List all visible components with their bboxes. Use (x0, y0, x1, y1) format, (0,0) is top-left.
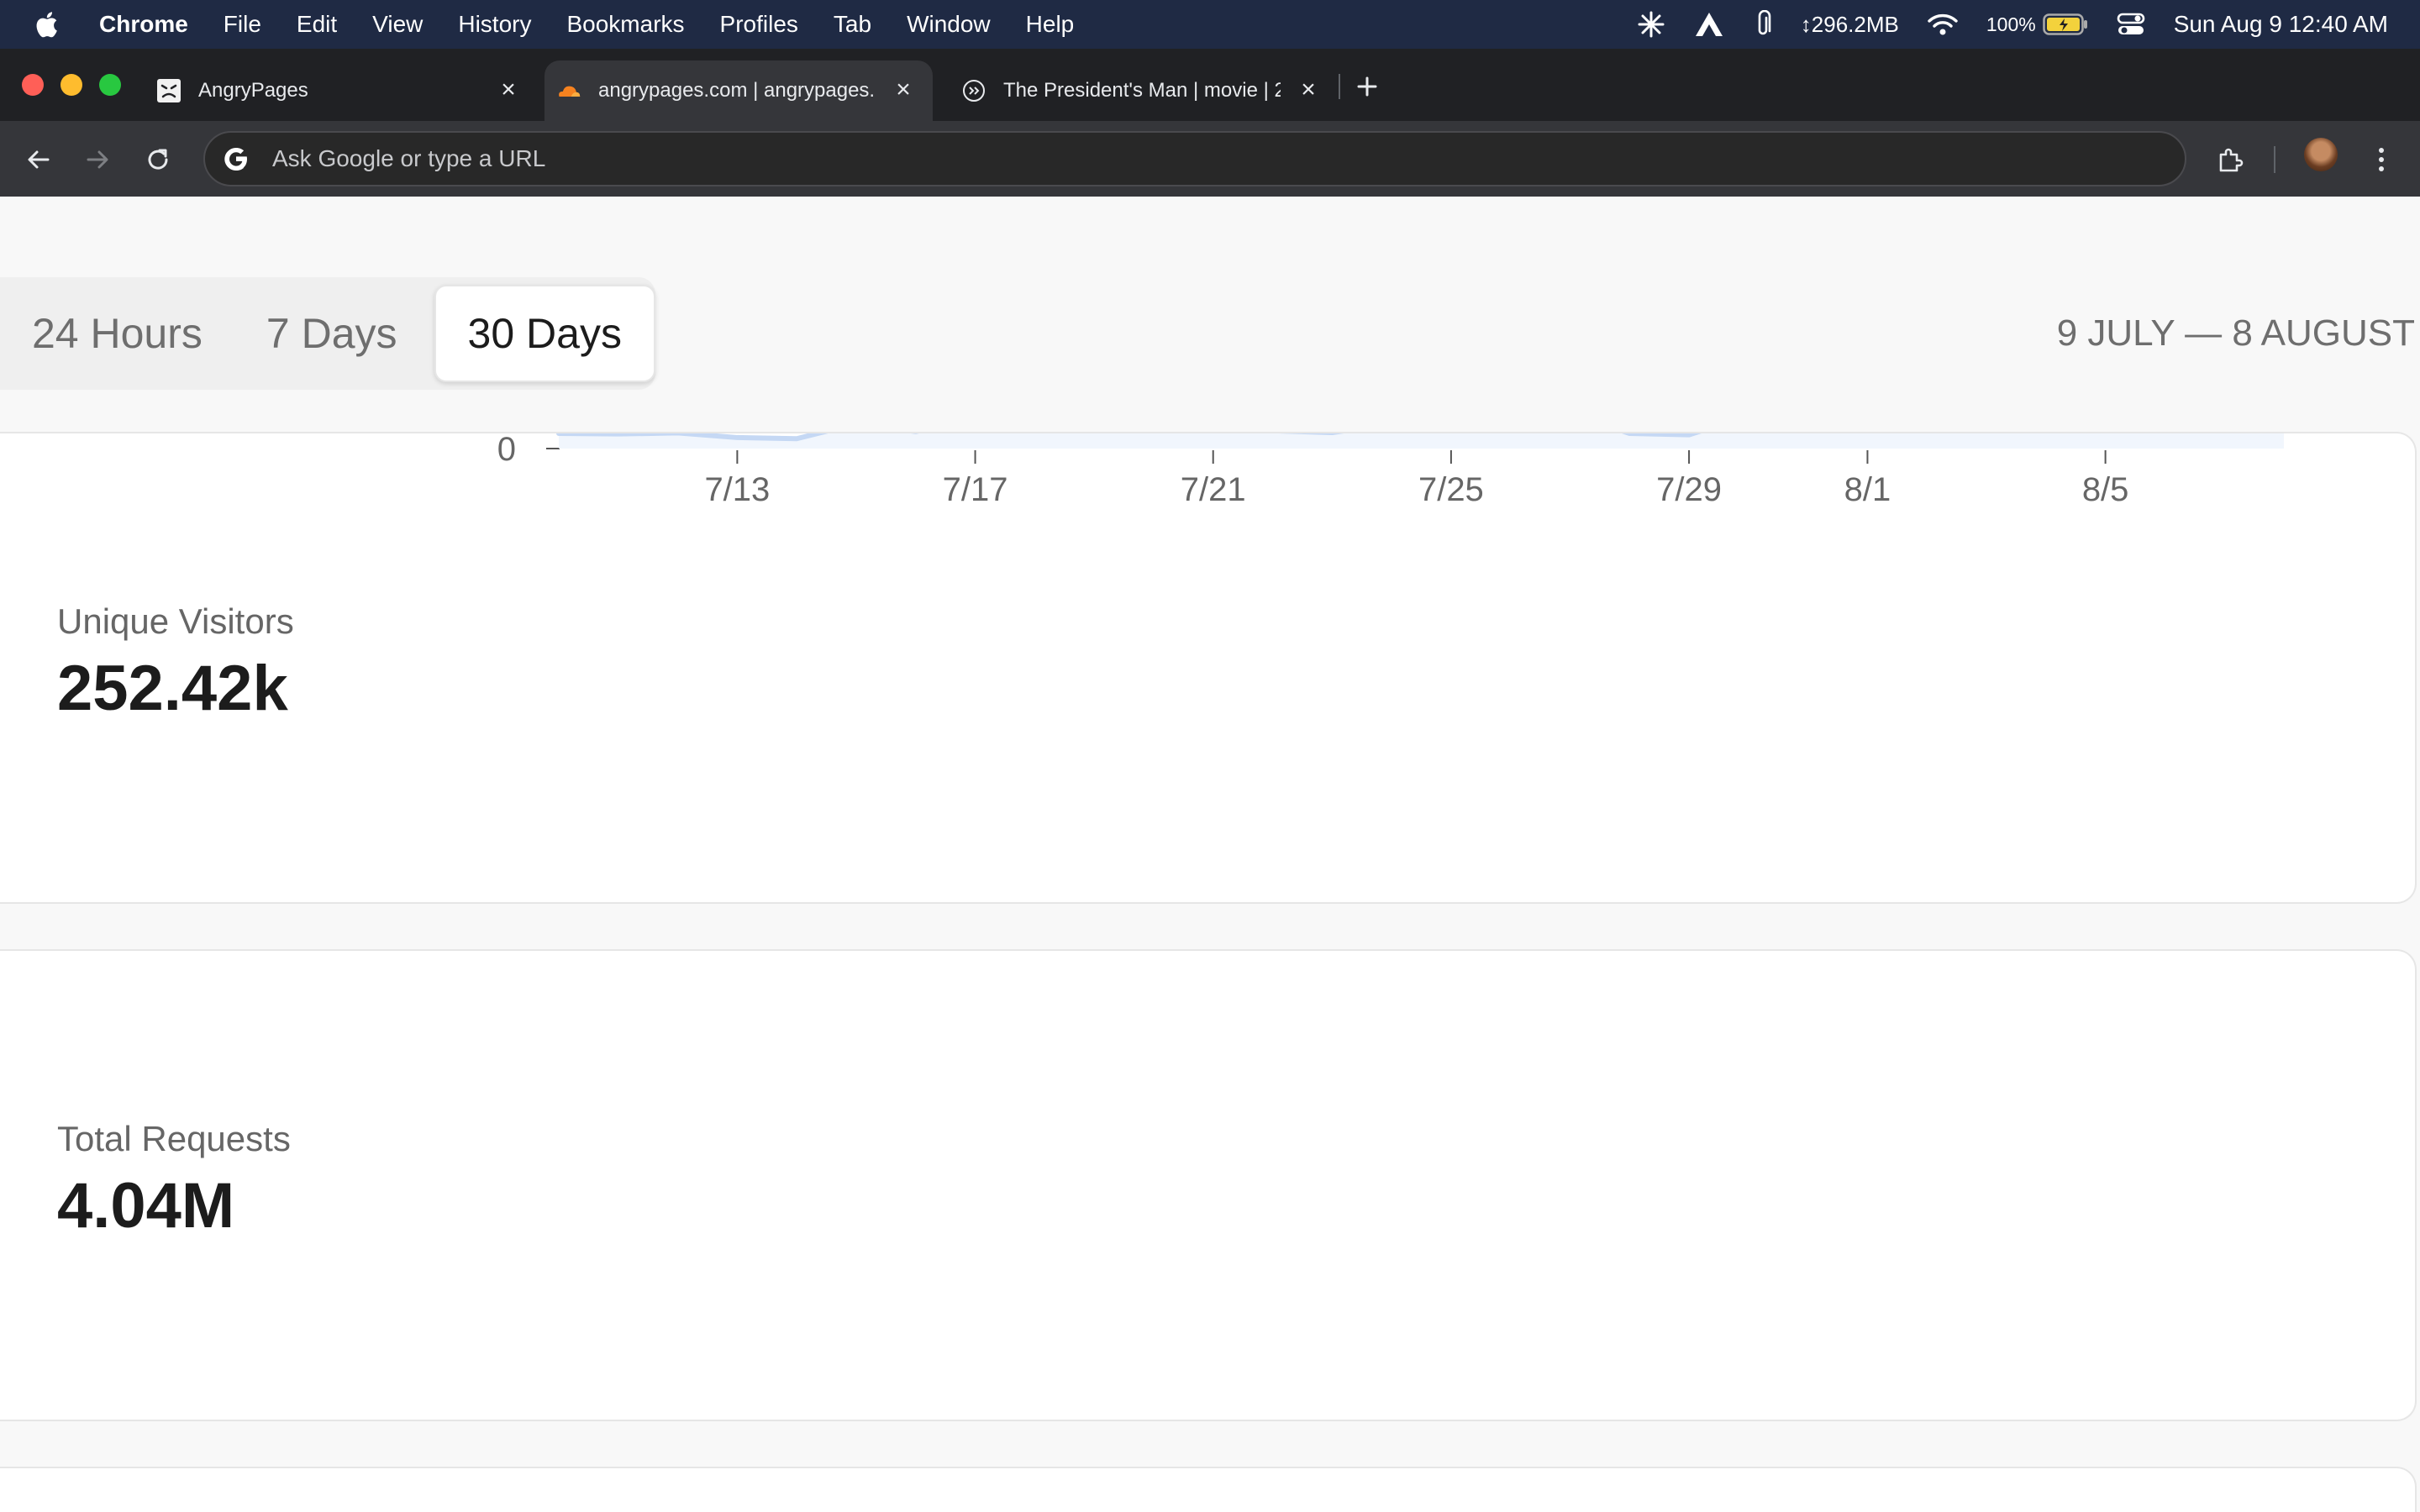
minimize-window-button[interactable] (60, 74, 82, 96)
profile-avatar[interactable] (2304, 138, 2338, 171)
range-30-days[interactable]: 30 Days (434, 285, 655, 382)
google-icon (224, 148, 247, 171)
y-tick-label: 0 (497, 433, 516, 468)
sparkle-status-icon[interactable] (1638, 11, 1665, 38)
toolbar-divider (2274, 146, 2275, 173)
menu-history[interactable]: History (458, 11, 532, 37)
unique-visitors-card: Unique Visitors 252.42k 010k20k30k40k50k… (0, 432, 2417, 904)
arrow-right-icon (87, 150, 108, 169)
range-7-days[interactable]: 7 Days (234, 285, 429, 382)
x-tick-label: 7/17 (943, 471, 1008, 508)
tab-cloudflare-dashboard[interactable]: angrypages.com | angrypages.com × (544, 60, 933, 121)
back-button[interactable] (20, 141, 57, 178)
arrow-left-icon (28, 150, 50, 169)
x-tick-label: 7/21 (1181, 471, 1246, 508)
macos-menu-bar: Chrome File Edit View History Bookmarks … (0, 0, 2420, 49)
wifi-icon[interactable] (1928, 13, 1958, 36)
battery-icon[interactable] (2042, 13, 2088, 35)
plus-icon (1357, 76, 1377, 97)
area-fill (559, 433, 2284, 449)
close-tab-icon[interactable]: × (501, 76, 516, 103)
analytics-page: 24 Hours 7 Days 30 Days 9 JULY — 8 AUGUS… (0, 197, 2420, 1512)
browser-toolbar (0, 121, 2420, 197)
menubar-clock[interactable]: Sun Aug 9 12:40 AM (2173, 11, 2388, 37)
menu-edit[interactable]: Edit (296, 11, 338, 37)
x-tick-label: 7/13 (704, 471, 770, 508)
chrome-menu-button[interactable] (2363, 141, 2400, 178)
tab-title: The President's Man | movie | 2020 (1003, 79, 1281, 102)
cloudflare-favicon (556, 78, 581, 103)
date-range-label: 9 JULY — 8 AUGUST (2056, 312, 2415, 354)
angrypages-favicon (156, 78, 182, 103)
reload-icon (148, 149, 168, 170)
battery-percent: 100% (1986, 13, 2036, 35)
maximize-window-button[interactable] (99, 74, 121, 96)
reload-button[interactable] (139, 141, 176, 178)
menu-app-chrome[interactable]: Chrome (99, 11, 188, 37)
metric-value: 252.42k (57, 653, 288, 724)
menu-help[interactable]: Help (1025, 11, 1075, 37)
range-24-hours[interactable]: 24 Hours (0, 285, 234, 382)
x-tick-label: 7/29 (1656, 471, 1722, 508)
control-center-icon[interactable] (2117, 12, 2145, 37)
x-tick-label: 7/25 (1418, 471, 1484, 508)
metric-value: 4.04M (57, 1170, 235, 1242)
menu-view[interactable]: View (372, 11, 424, 37)
menu-tab[interactable]: Tab (833, 11, 872, 37)
close-tab-icon[interactable]: × (896, 76, 911, 103)
vpn-status-icon[interactable] (1693, 11, 1725, 38)
close-window-button[interactable] (22, 74, 44, 96)
tab-letterboxd[interactable]: The President's Man | movie | 2020 × (946, 60, 1338, 121)
next-metric-card (0, 1467, 2417, 1512)
x-tick-label: 8/5 (2082, 471, 2129, 508)
tab-separator (1339, 74, 1340, 99)
tab-strip: AngryPages × angrypages.com | angrypages… (0, 49, 2420, 121)
omnibox-input[interactable] (272, 145, 2121, 172)
letterboxd-favicon (961, 78, 986, 103)
tab-title: angrypages.com | angrypages.com (598, 79, 876, 102)
total-requests-card: Total Requests 4.04M 0100k200k300k400k7/… (0, 949, 2417, 1421)
metric-label: Unique Visitors (57, 601, 294, 641)
memory-status[interactable]: ↕296.2MB (1800, 11, 1899, 37)
puzzle-piece-icon (2219, 148, 2244, 172)
menu-file[interactable]: File (223, 11, 261, 37)
tab-title: AngryPages (198, 79, 308, 102)
x-tick-label: 8/1 (1844, 471, 1891, 508)
new-tab-button[interactable] (1353, 72, 1381, 101)
total-requests-chart: 0100k200k300k400k7/137/177/217/257/298/1… (0, 951, 2417, 1423)
close-tab-icon[interactable]: × (1301, 76, 1316, 103)
paperclip-status-icon[interactable] (1754, 10, 1772, 39)
time-range-selector: 24 Hours 7 Days 30 Days (0, 277, 655, 390)
y-tick-label: 10k (462, 433, 517, 440)
tab-angrypages[interactable]: AngryPages × (143, 60, 538, 121)
address-bar[interactable] (203, 131, 2186, 186)
more-vertical-icon (2379, 148, 2384, 171)
unique-visitors-chart: 010k20k30k40k50k60k7/137/177/217/257/298… (462, 433, 2284, 508)
forward-button[interactable] (79, 141, 116, 178)
menu-profiles[interactable]: Profiles (719, 11, 798, 37)
menu-bookmarks[interactable]: Bookmarks (566, 11, 685, 37)
metric-label: Total Requests (57, 1119, 291, 1158)
apple-menu-icon[interactable] (34, 10, 59, 39)
extensions-button[interactable] (2212, 141, 2249, 178)
menu-window[interactable]: Window (907, 11, 991, 37)
